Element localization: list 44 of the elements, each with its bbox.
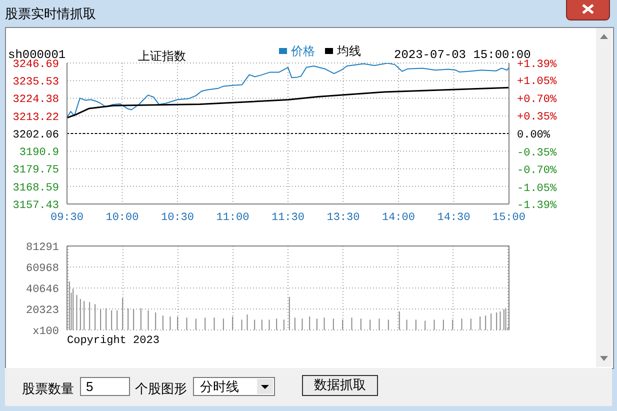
y-tick-label: x100 [32, 326, 59, 338]
annotation: 上证指数 [138, 48, 186, 65]
y-tick-label: 3202.06 [12, 130, 59, 142]
y2-tick-label: +1.05% [517, 76, 558, 88]
y-tick-label: 3157.43 [12, 200, 59, 212]
line-series [67, 86, 509, 119]
y-tick-label: 3179.75 [12, 164, 59, 177]
y-tick-label: 20323 [26, 304, 59, 317]
y-tick-label: 60968 [26, 262, 59, 275]
x-tick-label: 13:30 [326, 212, 360, 224]
y2-tick-label: -0.70% [517, 165, 558, 178]
y2-tick-label: +1.39% [517, 59, 558, 71]
y-tick-label: 81291 [26, 242, 60, 254]
y-tick-label: 3246.69 [12, 59, 59, 71]
y-tick-label: 3168.59 [12, 182, 59, 194]
text: 股票数量 [22, 380, 74, 397]
y2-tick-label: -1.05% [517, 182, 558, 195]
y-tick-label: 3235.53 [12, 76, 59, 89]
chart-title: 股票实时情抓取 [5, 5, 96, 23]
input-field: 5 [80, 377, 130, 396]
x-tick-label: 09:30 [50, 212, 84, 224]
x-tick-label: 11:00 [216, 212, 250, 224]
dropdown-field: 分时线 [193, 377, 275, 396]
legend-label: 均线 [337, 44, 361, 58]
y2-tick-label: +0.70% [517, 94, 558, 106]
text: 个股图形 [135, 380, 187, 397]
x-tick-label: 11:30 [271, 212, 305, 224]
text: Copyright 2023 [67, 334, 160, 349]
y-tick-label: 3190.9 [19, 147, 59, 160]
y2-tick-label: +0.35% [517, 112, 558, 124]
y2-tick-label: -1.39% [517, 200, 558, 212]
legend-label: 价格 [291, 44, 315, 58]
button: 数据抓取 [302, 375, 378, 396]
y-tick-label: 3213.22 [12, 112, 59, 124]
x-tick-label: 15:00 [492, 212, 526, 224]
y-tick-label: 3224.38 [12, 94, 59, 106]
x-tick-label: 10:30 [160, 212, 194, 224]
line-series [67, 63, 509, 118]
y2-tick-label: 0.00% [517, 130, 550, 142]
x-tick-label: 14:30 [437, 212, 470, 224]
y2-tick-label: -0.35% [517, 147, 558, 160]
x-tick-label: 14:00 [382, 212, 416, 224]
x-tick-label: 10:00 [106, 212, 139, 224]
y-tick-label: 40646 [26, 284, 59, 296]
